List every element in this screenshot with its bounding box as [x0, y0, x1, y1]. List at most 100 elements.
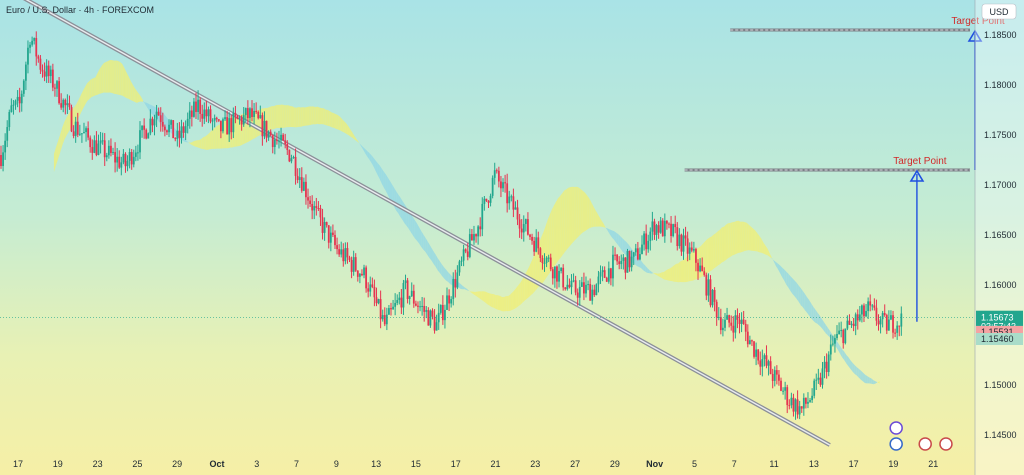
candle-body [748, 340, 751, 345]
candle-body [632, 252, 635, 257]
candle-body [193, 101, 195, 117]
cloud-segment [346, 123, 349, 136]
cloud-segment [703, 241, 706, 276]
candle-body [284, 140, 287, 145]
cloud-segment [296, 107, 299, 128]
candle-body [722, 327, 724, 331]
cloud-segment [707, 237, 710, 274]
cloud-segment [53, 147, 57, 172]
price-tick-label: 1.14500 [984, 430, 1017, 440]
cloud-segment [508, 294, 511, 312]
candle-body [87, 128, 90, 138]
candle-body [410, 290, 413, 297]
cloud-segment [477, 291, 480, 299]
candle-body [186, 118, 189, 127]
candle-body [105, 155, 108, 158]
currency-button[interactable] [981, 3, 1017, 20]
candle-body [580, 282, 583, 287]
cloud-segment [441, 264, 444, 279]
candle-body [823, 361, 826, 369]
cloud-segment [475, 291, 478, 297]
cloud-segment [562, 190, 565, 256]
candle-body [83, 131, 85, 134]
cloud-segment [738, 220, 741, 253]
cloud-segment [329, 111, 332, 128]
candle-body [329, 232, 332, 243]
cloud-segment [188, 142, 191, 145]
time-axis[interactable]: 17 19 23 25 29 Oct 3 7 9 13 15 17 21 23 27 29 Nov 5 7 11 13 1… [13, 459, 938, 469]
candle-body [846, 320, 849, 329]
cloud-segment [145, 102, 148, 108]
cloud-segment [126, 72, 129, 99]
candle-body [680, 234, 683, 252]
candle-body [249, 108, 251, 119]
cloud-segment [715, 231, 718, 268]
cloud-segment [726, 223, 729, 260]
currency-label: USD [989, 7, 1009, 17]
cloud-segment [641, 260, 644, 271]
cloud-segment [846, 354, 849, 367]
candle-body [887, 319, 890, 331]
cloud-segment [877, 381, 880, 384]
candle-body [558, 270, 560, 282]
cloud-segment [609, 229, 612, 238]
candle-body [510, 196, 513, 198]
cloud-segment [481, 291, 484, 302]
candle-body [686, 238, 689, 254]
cloud-segment [755, 230, 758, 252]
price-axis[interactable]: 1.145001.150001.155001.160001.165001.170… [974, 0, 1024, 475]
candle-body [110, 145, 112, 153]
candle-body [448, 295, 450, 304]
candle-body [647, 240, 650, 250]
candle-body [740, 319, 743, 324]
candle-body [161, 121, 164, 127]
candle-body [170, 120, 173, 125]
candle-body [495, 170, 498, 172]
cloud-segment [427, 240, 430, 258]
candle-body [209, 109, 212, 122]
time-tick-label: 25 [132, 459, 142, 469]
candle-body [292, 156, 295, 159]
cloud-segment [784, 269, 787, 285]
cloud-segment [771, 257, 774, 262]
cloud-segment [197, 140, 200, 148]
candle-body [419, 306, 421, 308]
cloud-segment [555, 198, 559, 265]
target-label: Target Point [951, 16, 1005, 27]
cloud-segment [551, 205, 554, 270]
candle-body [508, 196, 511, 204]
cloud-segment [419, 227, 422, 247]
current-price-value: 1.15673 [981, 313, 1014, 323]
candle-body [790, 397, 793, 406]
candle-body [570, 280, 573, 288]
candle-body [771, 373, 774, 381]
cloud-segment [773, 260, 776, 266]
candle-body [533, 240, 536, 252]
cloud-segment [217, 124, 220, 149]
cloud-segment [141, 96, 144, 102]
cloud-segment [572, 186, 575, 243]
candle-body [699, 265, 701, 272]
candle-body [4, 140, 7, 153]
cloud-segment [373, 157, 376, 171]
candle-body [446, 295, 448, 310]
cloud-segment [570, 186, 573, 246]
candle-body [400, 297, 403, 308]
candle-body [327, 225, 330, 243]
candle-body [773, 370, 776, 381]
candle-body [213, 117, 216, 121]
candle-body [107, 145, 110, 156]
cloud-segment [728, 222, 731, 259]
candle-body [690, 247, 693, 251]
candle-body [371, 284, 374, 287]
candle-body [178, 130, 181, 138]
cloud-segment [95, 73, 98, 96]
candle-body [16, 96, 19, 101]
cloud-segment [416, 223, 420, 244]
legend-symbol[interactable]: Euro / U.S. Dollar · 4h · FOREXCOM [6, 5, 154, 15]
candle-body [43, 71, 46, 77]
candle-body [76, 121, 79, 135]
candle-body [182, 126, 185, 133]
candle-body [392, 306, 394, 310]
cloud-segment [838, 342, 841, 355]
